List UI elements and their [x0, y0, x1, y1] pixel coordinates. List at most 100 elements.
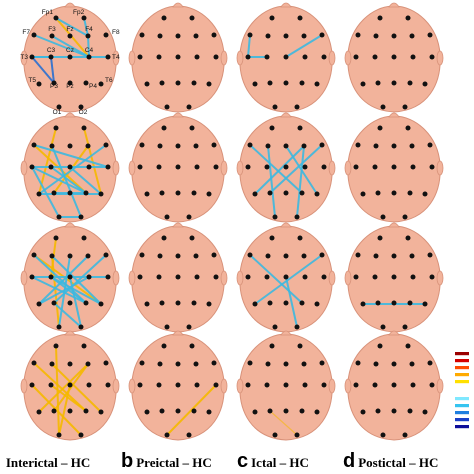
- column-caption-a: l Interictal – HC: [0, 450, 90, 472]
- electrode-dot: [85, 253, 91, 259]
- electrode-dot: [294, 214, 300, 220]
- electrode-dot: [247, 252, 253, 258]
- column-caption-b: b Preictal – HC: [121, 450, 212, 472]
- electrode-dot: [67, 143, 73, 149]
- electrode-dot: [302, 164, 308, 170]
- electrode-label: C4: [85, 47, 94, 54]
- electrode-dot: [49, 253, 55, 259]
- connection-line: [267, 145, 276, 218]
- electrode-dot: [157, 253, 163, 259]
- connection-line: [269, 144, 323, 194]
- colorbar: [455, 352, 469, 429]
- head-panel: [344, 330, 444, 441]
- head-panel: [128, 330, 228, 441]
- electrode-dot: [422, 191, 428, 197]
- electrode-dot: [191, 80, 197, 86]
- electrode-dot: [360, 191, 366, 197]
- electrode-dot: [159, 190, 165, 196]
- electrode-dot: [159, 408, 165, 414]
- right-ear-shape: [436, 50, 444, 66]
- electrode-dot: [31, 252, 37, 258]
- electrode-dot: [264, 382, 270, 388]
- head-panel: [344, 2, 444, 113]
- electrode-dot: [321, 274, 327, 280]
- electrode-dot: [78, 104, 84, 110]
- connection-line: [58, 384, 71, 436]
- electrode-dot: [51, 80, 57, 86]
- electrode-dot: [405, 125, 411, 131]
- electrode-dot: [272, 432, 278, 438]
- electrode-dot: [137, 382, 143, 388]
- left-ear-shape: [344, 270, 352, 286]
- electrode-dot: [144, 301, 150, 307]
- electrode-dot: [81, 235, 87, 241]
- electrode-dot: [355, 142, 361, 148]
- column-label: Ictal – HC: [251, 455, 309, 470]
- connection-line: [31, 276, 87, 304]
- connection-line: [50, 56, 55, 84]
- electrode-dot: [194, 274, 200, 280]
- electrode-dot: [206, 81, 212, 87]
- electrode-dot: [161, 235, 167, 241]
- electrode-dot: [301, 361, 307, 367]
- electrode-dot: [36, 301, 42, 307]
- electrode-dot: [299, 300, 305, 306]
- electrode-dot: [189, 235, 195, 241]
- electrode-dot: [193, 33, 199, 39]
- electrode-dot: [377, 235, 383, 241]
- nose-shape: [388, 2, 400, 8]
- electrode-dot: [36, 81, 42, 87]
- electrode-label: P3: [50, 83, 58, 90]
- electrode-dot: [213, 164, 219, 170]
- electrode-dot: [56, 324, 62, 330]
- electrode-dot: [67, 80, 73, 86]
- electrode-label: P4: [89, 83, 97, 90]
- electrode-dot: [272, 214, 278, 220]
- colorbar-swatch: [455, 373, 469, 377]
- electrode-dot: [294, 104, 300, 110]
- electrode-dot: [175, 190, 181, 196]
- electrode-dot: [211, 142, 217, 148]
- electrode-dot: [314, 81, 320, 87]
- column-caption-d: d Postictal – HC: [343, 450, 438, 472]
- left-ear-shape: [128, 378, 136, 394]
- electrode-dot: [283, 80, 289, 86]
- electrode-dot: [194, 54, 200, 60]
- column-label: Postictal – HC: [358, 455, 439, 470]
- electrode-dot: [283, 164, 289, 170]
- electrode-dot: [407, 190, 413, 196]
- electrode-dot: [144, 191, 150, 197]
- electrode-dot: [157, 361, 163, 367]
- electrode-dot: [373, 33, 379, 39]
- electrode-dot: [194, 164, 200, 170]
- electrode-dot: [31, 360, 37, 366]
- head-panel: [128, 112, 228, 223]
- electrode-dot: [161, 125, 167, 131]
- electrode-dot: [422, 301, 428, 307]
- left-ear-shape: [20, 378, 28, 394]
- electrode-dot: [380, 104, 386, 110]
- electrode-dot: [206, 301, 212, 307]
- electrode-dot: [314, 409, 320, 415]
- electrode-dot: [189, 15, 195, 21]
- electrode-dot: [297, 125, 303, 131]
- electrode-dot: [353, 164, 359, 170]
- electrode-dot: [353, 274, 359, 280]
- electrode-dot: [391, 408, 397, 414]
- head-panels: Fp1 Fp2 F7 F3 Fz F4 F8 T3 C3 Cz C4 T4 T5 P3 Pz P4 T6 O1 O2: [20, 2, 444, 441]
- left-ear-shape: [20, 50, 28, 66]
- electrode-dot: [283, 33, 289, 39]
- left-ear-shape: [236, 270, 244, 286]
- electrode-dot: [245, 382, 251, 388]
- electrode-dot: [410, 54, 416, 60]
- electrode-dot: [67, 253, 73, 259]
- left-ear-shape: [344, 378, 352, 394]
- electrode-dot: [29, 164, 35, 170]
- electrode-dot: [48, 274, 54, 280]
- connection-line: [254, 145, 305, 195]
- electrode-dot: [103, 32, 109, 38]
- electrode-dot: [391, 361, 397, 367]
- electrode-dot: [98, 409, 104, 415]
- left-ear-shape: [236, 378, 244, 394]
- electrode-dot: [267, 300, 273, 306]
